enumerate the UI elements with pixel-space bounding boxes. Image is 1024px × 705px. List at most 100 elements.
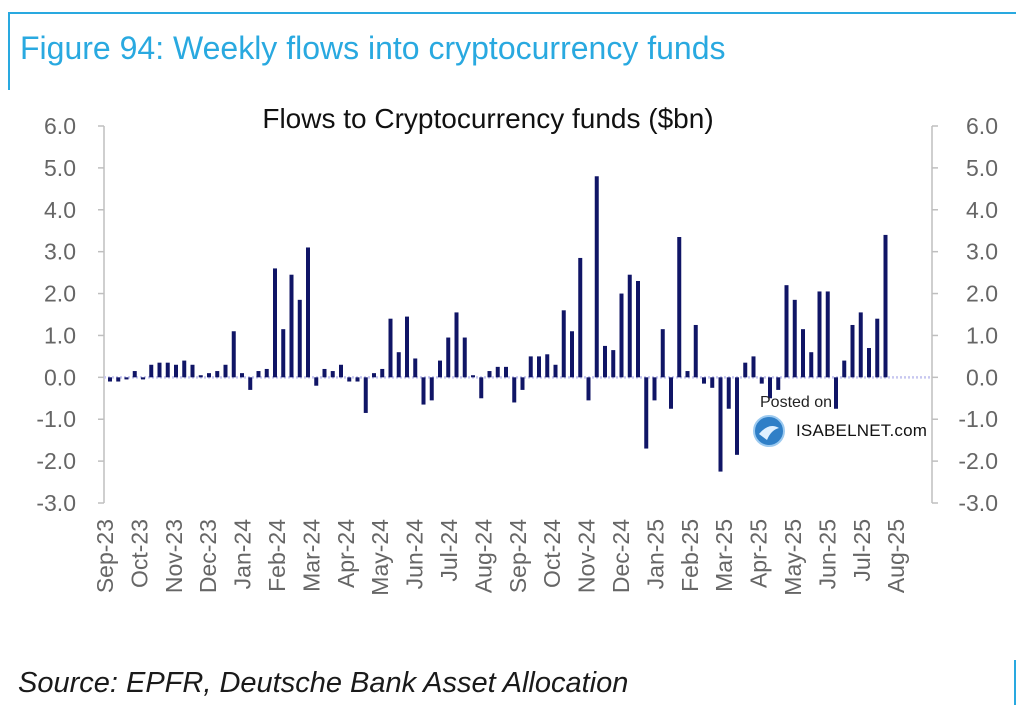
y-tick-label-right: -3.0 (958, 490, 998, 516)
flow-bar (858, 312, 863, 378)
x-tick-label: Dec-24 (608, 519, 634, 593)
flow-bar (594, 176, 599, 378)
flow-bar (619, 293, 624, 378)
flow-bar (660, 329, 665, 378)
flow-bar (578, 257, 583, 378)
x-tick-label: May-25 (780, 519, 806, 596)
axes-layer: 6.0 6.0 5.0 5.0 4.0 4.0 3.0 3.0 2.0 2.0 1.0 1.0 0.0 0… (36, 113, 998, 516)
flow-bar (792, 299, 797, 378)
y-tick-label-right: 3.0 (966, 239, 998, 265)
flow-bar (240, 373, 244, 378)
frame-right-rule (1014, 660, 1016, 705)
flow-bar (883, 234, 888, 378)
flow-bar (825, 291, 830, 378)
y-tick-label-right: -1.0 (958, 406, 998, 432)
flow-bar (372, 373, 376, 378)
flow-bar (710, 377, 715, 388)
y-tick-label-right: 0.0 (966, 364, 998, 390)
x-tick-label: Sep-24 (505, 519, 531, 593)
flow-bar (108, 377, 112, 382)
flows-chart: Flows to Cryptocurrency funds ($bn) 6.0 6… (36, 103, 998, 596)
flow-bar (759, 377, 764, 384)
flow-bar (330, 371, 335, 378)
flow-bar (363, 377, 368, 413)
flow-bar (256, 371, 261, 378)
flow-bar (545, 354, 550, 378)
flow-bar (652, 377, 657, 401)
y-tick-label-left: 6.0 (44, 113, 76, 139)
x-tick-label: Apr-24 (333, 519, 359, 588)
flow-bar (842, 360, 847, 378)
y-tick-label-left: 0.0 (44, 364, 76, 390)
flow-bar (875, 318, 880, 378)
flow-bar (297, 299, 302, 378)
flow-bar (207, 373, 211, 378)
y-tick-label-right: 4.0 (966, 197, 998, 223)
flow-bar (471, 375, 475, 378)
flow-bar (636, 280, 640, 378)
flow-bar (553, 364, 558, 378)
x-tick-label: Jun-24 (402, 519, 428, 590)
flow-bar (528, 356, 533, 378)
flow-bar (380, 368, 385, 378)
x-tick-label: Apr-25 (746, 519, 772, 588)
flow-bar (289, 274, 294, 378)
flow-bar (182, 360, 187, 378)
watermark: Posted on ISABELNET.com (752, 392, 952, 454)
flow-bar (685, 371, 690, 378)
flow-bar (174, 364, 178, 378)
y-tick-label-left: 1.0 (44, 322, 76, 348)
flow-bar (347, 377, 352, 382)
flow-bar (396, 352, 401, 378)
source-note: Source: EPFR, Deutsche Bank Asset Alloca… (18, 667, 629, 699)
flow-bar (611, 350, 616, 378)
flow-bar (116, 377, 121, 382)
flow-bar (627, 274, 632, 378)
flow-bar (718, 377, 723, 472)
flow-bar (726, 377, 731, 409)
frame-left-rule (8, 12, 10, 90)
flow-bar (850, 324, 855, 378)
x-tick-label: Aug-25 (883, 519, 909, 593)
x-tick-label: May-24 (367, 519, 393, 596)
flow-bar (231, 331, 236, 378)
y-tick-label-left: -3.0 (36, 490, 76, 516)
x-tick-label: Feb-24 (264, 519, 290, 592)
flow-bar (487, 371, 492, 378)
flow-bar (215, 371, 220, 378)
flow-bar (603, 345, 607, 378)
flow-bar (776, 377, 781, 390)
x-tick-label: Mar-25 (711, 519, 737, 592)
flow-bar (446, 337, 451, 378)
flow-bar (462, 337, 467, 378)
frame-top-rule (8, 12, 1016, 14)
x-tick-label: Oct-24 (539, 519, 565, 588)
flow-bar (743, 362, 748, 378)
flow-bar (561, 310, 566, 378)
x-tick-label: Jan-25 (642, 519, 668, 589)
flow-bar (223, 364, 228, 378)
flow-bar (141, 377, 145, 380)
x-tick-label: Jun-25 (814, 519, 840, 589)
flow-bar (809, 352, 814, 378)
y-tick-label-left: 5.0 (44, 155, 76, 181)
flow-bar (801, 329, 805, 378)
y-tick-label-left: -2.0 (36, 448, 76, 474)
flow-bar (867, 348, 871, 378)
flow-bar (586, 377, 591, 401)
watermark-posted-on: Posted on (760, 394, 833, 411)
flow-bar (132, 371, 137, 378)
flow-bar (735, 377, 739, 455)
flow-bar (644, 377, 649, 449)
flow-bar (537, 356, 541, 378)
x-tick-label: Aug-24 (470, 519, 496, 593)
flow-bar (157, 362, 162, 378)
watermark-site: ISABELNET.com (796, 421, 928, 440)
flow-bar (165, 362, 170, 378)
bars-layer (108, 176, 888, 472)
flow-bar (248, 377, 253, 390)
flow-bar (124, 377, 129, 380)
flow-bar (693, 324, 698, 378)
flow-bar (817, 291, 822, 378)
chart-title: Flows to Cryptocurrency funds ($bn) (262, 103, 713, 134)
